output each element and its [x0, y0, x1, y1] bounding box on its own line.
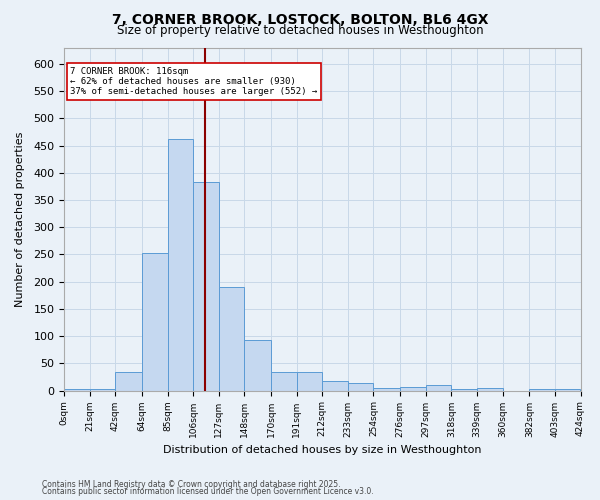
Bar [322, 381, 348, 390]
Bar [219, 287, 244, 391]
Text: 7 CORNER BROOK: 116sqm
← 62% of detached houses are smaller (930)
37% of semi-de: 7 CORNER BROOK: 116sqm ← 62% of detached… [70, 66, 317, 96]
Text: 7, CORNER BROOK, LOSTOCK, BOLTON, BL6 4GX: 7, CORNER BROOK, LOSTOCK, BOLTON, BL6 4G… [112, 12, 488, 26]
Text: Contains HM Land Registry data © Crown copyright and database right 2025.: Contains HM Land Registry data © Crown c… [42, 480, 341, 489]
Bar [400, 387, 426, 390]
Bar [555, 389, 580, 390]
Y-axis label: Number of detached properties: Number of detached properties [15, 132, 25, 306]
Bar [64, 389, 90, 390]
Bar [142, 253, 167, 390]
Text: Contains public sector information licensed under the Open Government Licence v3: Contains public sector information licen… [42, 487, 374, 496]
Bar [193, 182, 219, 390]
Bar [167, 139, 193, 390]
Bar [297, 372, 322, 390]
Bar [115, 372, 142, 390]
X-axis label: Distribution of detached houses by size in Westhoughton: Distribution of detached houses by size … [163, 445, 482, 455]
Bar [348, 384, 373, 390]
Text: Size of property relative to detached houses in Westhoughton: Size of property relative to detached ho… [116, 24, 484, 37]
Bar [373, 388, 400, 390]
Bar [244, 340, 271, 390]
Bar [271, 372, 297, 390]
Bar [426, 385, 451, 390]
Bar [477, 388, 503, 390]
